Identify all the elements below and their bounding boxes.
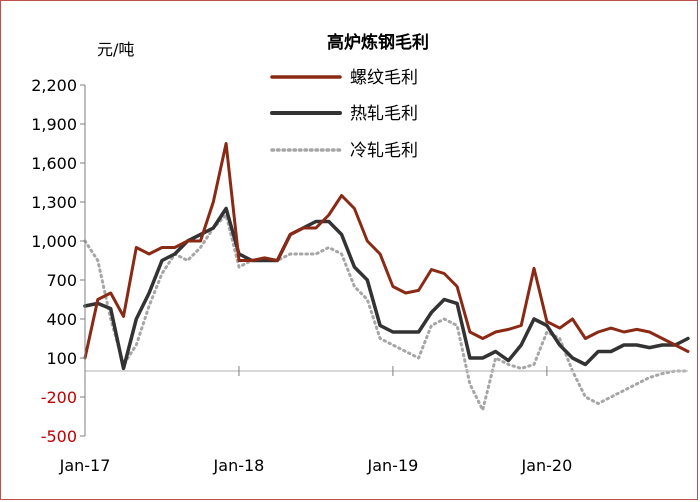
y-tick-label: -500 bbox=[41, 427, 77, 446]
legend-label-2: 冷轧毛利 bbox=[350, 141, 418, 161]
x-tick-label: Jan-19 bbox=[367, 456, 419, 475]
y-tick-label: -200 bbox=[41, 388, 77, 407]
series-line-0 bbox=[83, 142, 690, 360]
series-line-1 bbox=[83, 206, 690, 371]
y-tick-label: 1,900 bbox=[31, 115, 77, 134]
y-axis-unit-label: 元/吨 bbox=[97, 40, 134, 59]
y-tick-label: 700 bbox=[46, 271, 77, 290]
x-tick-label: Jan-20 bbox=[520, 456, 572, 475]
legend-label-1: 热轧毛利 bbox=[350, 104, 418, 124]
y-tick-label: 400 bbox=[46, 310, 77, 329]
legend-label-0: 螺纹毛利 bbox=[350, 68, 418, 88]
series-line-2 bbox=[83, 213, 690, 412]
axes: 2,200 1,900 1,600 1,300 1,000 700 400 100 -200 -5… bbox=[31, 76, 688, 475]
series-lines bbox=[83, 142, 690, 412]
y-tick-label: 1,300 bbox=[31, 193, 77, 212]
y-tick-label: 2,200 bbox=[31, 76, 77, 95]
y-tick-label: 1,000 bbox=[31, 232, 77, 251]
x-tick-label: Jan-18 bbox=[213, 456, 265, 475]
x-tick-label: Jan-17 bbox=[59, 456, 111, 475]
y-tick-label: 1,600 bbox=[31, 154, 77, 173]
y-tick-label: 100 bbox=[46, 349, 77, 368]
chart-title: 高炉炼钢毛利 bbox=[327, 32, 429, 53]
